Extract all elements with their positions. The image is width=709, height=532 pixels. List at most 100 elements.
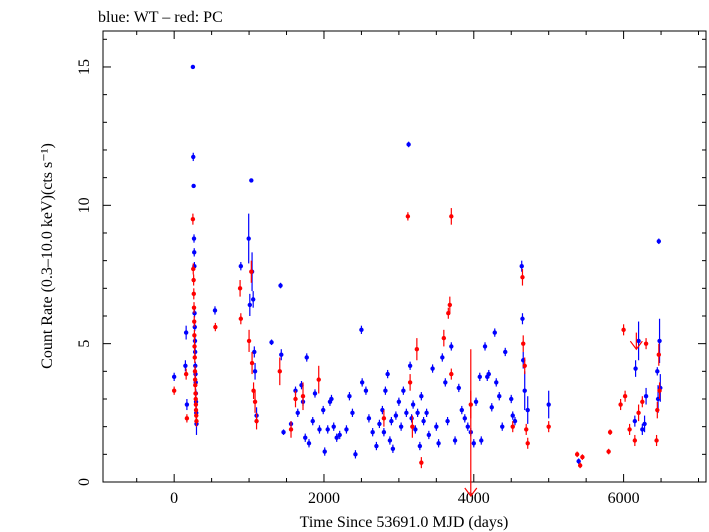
wt-point	[510, 413, 515, 418]
pc-point	[184, 416, 190, 421]
upper-limit-arrows	[464, 332, 643, 497]
pc-point	[407, 380, 413, 385]
pc-point	[381, 416, 387, 421]
wt-point	[279, 352, 284, 357]
pc-point	[580, 454, 585, 460]
pc-point	[288, 427, 294, 432]
wt-point	[546, 402, 551, 407]
wt-point	[359, 327, 364, 333]
wt-point	[430, 366, 435, 371]
pc-point	[636, 410, 641, 416]
wt-point	[191, 154, 196, 160]
wt-point	[370, 429, 375, 435]
y-tick-label: 10	[76, 197, 93, 213]
wt-point	[212, 308, 218, 313]
pc-point	[546, 424, 551, 429]
y-axis-label: Count Rate (0.3–10.0 keV)(cts s⁻¹)	[39, 143, 56, 369]
pc-upper-limit-arrowhead	[629, 340, 643, 351]
wt-point	[657, 338, 662, 344]
y-axis: 0 5 10 15	[76, 38, 706, 486]
wt-point	[656, 239, 662, 244]
wt-point	[250, 297, 256, 302]
wt-point	[329, 396, 334, 402]
wt-point	[456, 385, 462, 391]
pc-point	[657, 388, 662, 393]
wt-point	[363, 388, 369, 393]
pc-point	[522, 363, 527, 368]
pc-point	[192, 355, 197, 360]
wt-point	[407, 363, 413, 368]
wt-point	[640, 427, 645, 432]
pc-point	[238, 316, 244, 321]
wt-point	[192, 250, 197, 255]
wt-point	[415, 410, 420, 416]
wt-point	[492, 330, 497, 335]
wt-point	[325, 427, 330, 432]
wt-point	[385, 371, 390, 377]
pc-point	[574, 452, 580, 457]
wt-point	[322, 449, 327, 454]
wt-point	[396, 399, 402, 404]
pc-point	[249, 269, 254, 274]
wt-point	[642, 421, 647, 427]
wt-point	[633, 366, 638, 371]
pc-point	[191, 305, 197, 310]
x-tick-label: 0	[170, 490, 178, 507]
pc-point	[191, 277, 196, 283]
wt-point	[497, 394, 502, 399]
wt-point	[390, 446, 396, 451]
wt-point	[304, 355, 309, 360]
wt-point	[193, 363, 198, 368]
pc-point	[632, 438, 638, 443]
pc-point	[171, 388, 177, 393]
pc-point	[525, 441, 530, 446]
pc-point	[607, 429, 613, 435]
wt-point	[252, 349, 257, 355]
pc-point	[191, 291, 196, 297]
pc-point	[192, 369, 198, 374]
wt-point	[190, 64, 196, 70]
pc-point	[520, 275, 525, 280]
pc-point	[521, 341, 526, 346]
pc-point	[618, 402, 623, 407]
wt-point	[417, 443, 423, 449]
pc-point	[183, 371, 189, 377]
wt-point	[413, 427, 418, 432]
wt-point	[410, 402, 416, 407]
wt-point	[449, 344, 454, 349]
plot-frame	[102, 30, 707, 483]
wt-point	[191, 236, 197, 241]
wt-point	[445, 418, 450, 424]
wt-point	[310, 418, 315, 424]
wt-point	[374, 443, 379, 449]
wt-point	[347, 394, 352, 399]
pc-point	[293, 396, 298, 402]
wt-point	[512, 418, 518, 424]
wt-point	[500, 424, 505, 429]
wt-point	[312, 391, 318, 396]
wt-point	[246, 236, 251, 241]
wt-point	[482, 344, 488, 349]
pc-point	[441, 335, 447, 341]
wt-point	[434, 424, 439, 429]
wt-point	[471, 441, 476, 446]
pc-point	[192, 377, 198, 382]
wt-point	[486, 371, 491, 377]
pc-point	[449, 214, 454, 219]
wt-point	[443, 380, 448, 385]
wt-point	[281, 429, 286, 435]
x-axis-label: Time Since 53691.0 MJD (days)	[300, 514, 509, 531]
wt-point	[247, 302, 253, 308]
wt-point	[489, 405, 494, 410]
wt-point	[406, 142, 411, 147]
pc-point	[656, 352, 662, 357]
y-tick-label: 0	[76, 478, 93, 486]
wt-point	[465, 424, 470, 429]
wt-point	[522, 388, 527, 393]
wt-point	[459, 407, 465, 413]
wt-point	[421, 418, 426, 424]
wt-point	[334, 435, 339, 440]
pc-point	[621, 327, 626, 333]
wt-point	[238, 263, 244, 269]
